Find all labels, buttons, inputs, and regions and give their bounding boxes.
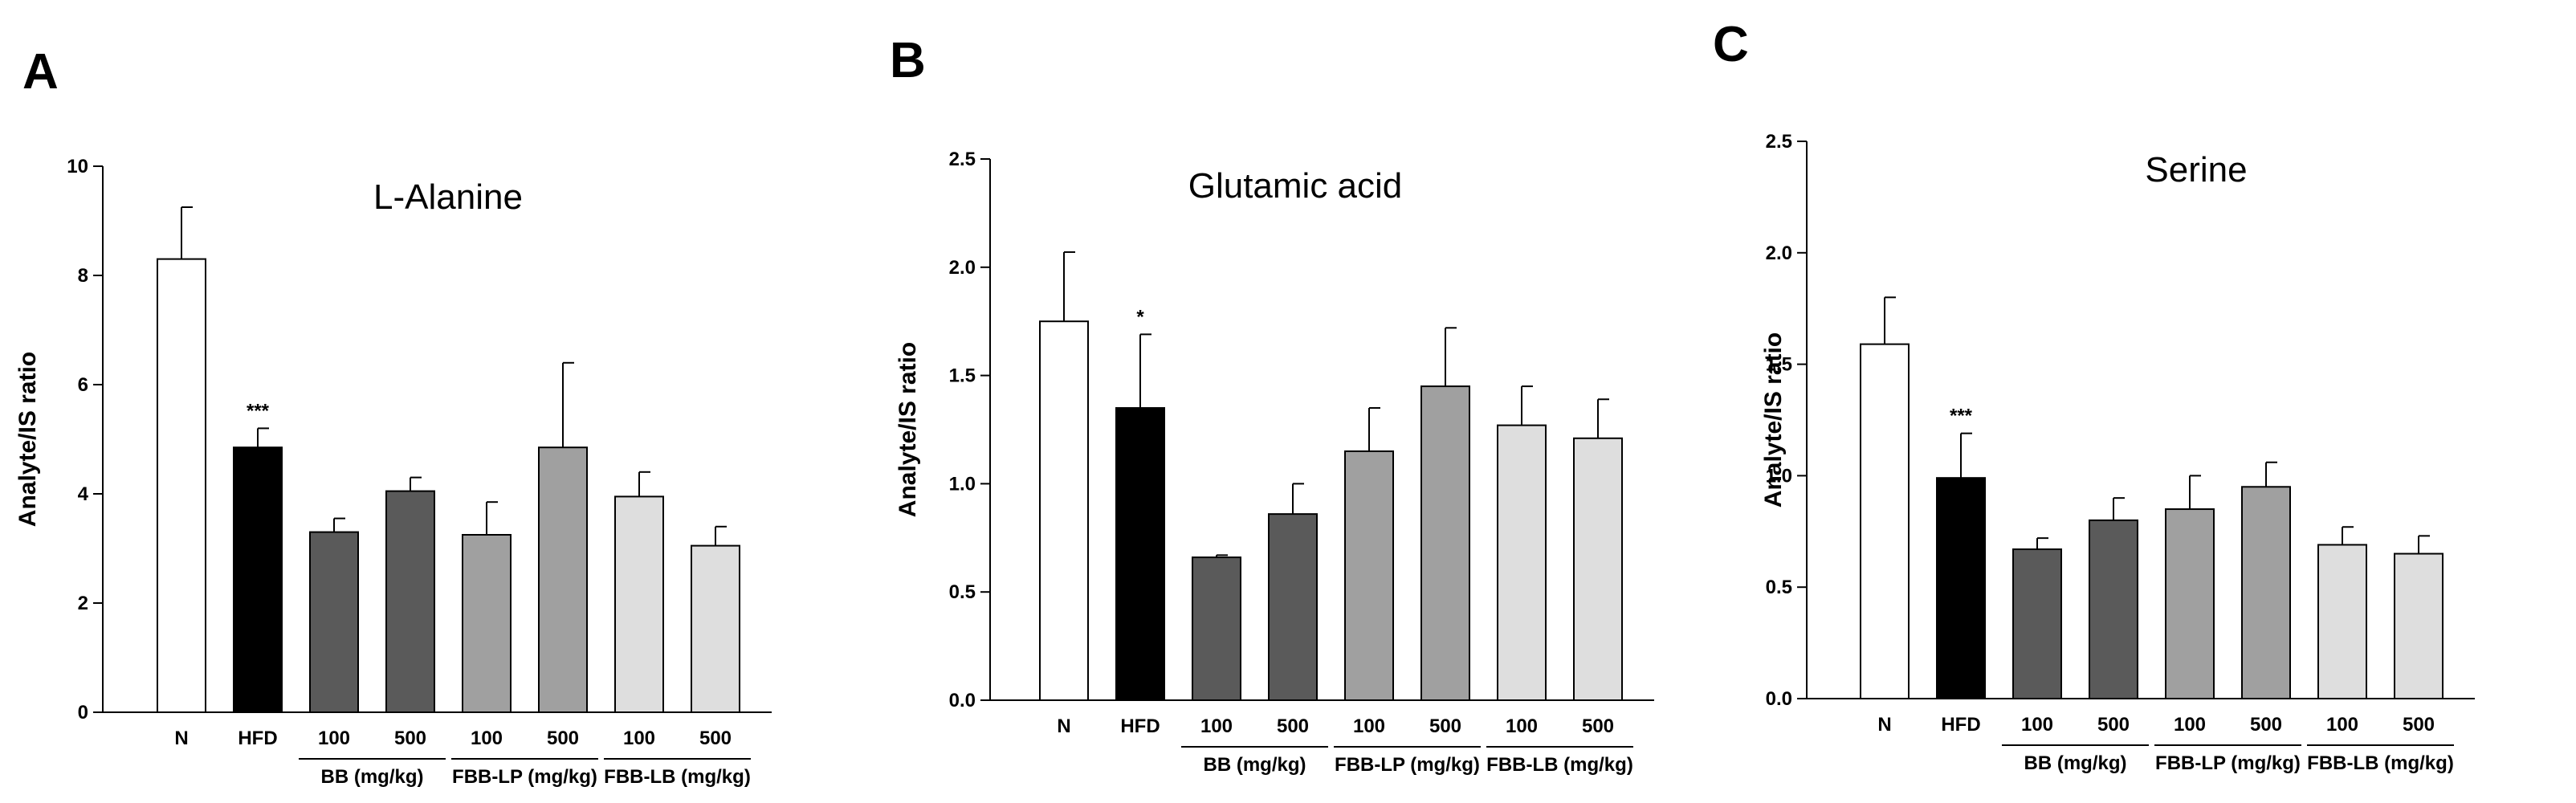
y-tick-label: 1.5 [1766, 354, 1792, 376]
significance-mark: * [1136, 306, 1144, 328]
bar [2089, 519, 2138, 699]
bar [1497, 424, 1547, 701]
y-tick-label: 0.0 [1766, 688, 1792, 710]
bar [2317, 544, 2367, 699]
y-tick-label: 0.0 [949, 690, 976, 711]
chart-title: Glutamic acid [1188, 166, 1403, 206]
x-tick-label: 100 [318, 728, 350, 749]
x-tick-label: 500 [2403, 714, 2435, 736]
panel-a: A L-Alanine Analyte/IS ratio 0 2 4 6 8 10 N *** HFD… [14, 44, 772, 788]
y-axis-label: Analyte/IS ratio [1760, 332, 1787, 507]
y-tick-label: 2.0 [1766, 243, 1792, 264]
y-tick-label: 6 [78, 374, 88, 396]
panel-letter: A [22, 44, 59, 100]
x-tick-label: 100 [1506, 715, 1538, 737]
bar [233, 446, 283, 713]
group-label: BB (mg/kg) [2024, 752, 2127, 774]
x-tick-label: 100 [2326, 714, 2358, 736]
x-tick-label: N [1877, 714, 1891, 736]
x-tick-label: 500 [394, 728, 426, 749]
group-label: FBB-LB (mg/kg) [1486, 754, 1633, 776]
x-tick-label: N [174, 728, 188, 749]
y-tick-label: 2.0 [949, 257, 976, 279]
group-label: FBB-LB (mg/kg) [2307, 752, 2454, 774]
x-tick-label: N [1057, 715, 1070, 737]
bar [2394, 552, 2444, 699]
significance-mark: *** [1950, 406, 1973, 427]
y-tick-label: 2.5 [949, 149, 976, 170]
y-tick-label: 1.0 [1766, 465, 1792, 487]
x-tick-label: HFD [1120, 715, 1160, 737]
x-tick-label: 500 [1429, 715, 1461, 737]
group-label: BB (mg/kg) [321, 766, 424, 788]
bar [1573, 437, 1623, 701]
x-tick-label: 100 [1200, 715, 1233, 737]
x-tick-label: 500 [2250, 714, 2282, 736]
y-tick-label: 10 [67, 156, 88, 177]
panel-letter: C [1713, 17, 1749, 72]
x-tick-label: 500 [2097, 714, 2130, 736]
bar [1039, 320, 1089, 701]
x-tick-label: HFD [1941, 714, 1980, 736]
y-tick-label: 2 [78, 593, 88, 614]
y-axis-label: Analyte/IS ratio [895, 342, 921, 517]
group-label: FBB-LB (mg/kg) [604, 766, 751, 788]
x-tick-label: 500 [547, 728, 579, 749]
x-tick-label: 500 [1582, 715, 1614, 737]
y-axis-label: Analyte/IS ratio [14, 352, 41, 527]
bar [1192, 556, 1241, 702]
bar [309, 531, 359, 713]
bar [1420, 385, 1470, 701]
bar [462, 534, 512, 713]
bar [614, 495, 664, 714]
x-tick-label: HFD [238, 728, 277, 749]
y-tick-label: 4 [78, 483, 89, 505]
panel-letter: B [890, 33, 926, 88]
chart-title: L-Alanine [373, 177, 523, 217]
significance-mark: *** [247, 400, 270, 422]
x-tick-label: 100 [2021, 714, 2053, 736]
x-tick-label: 500 [1277, 715, 1309, 737]
x-tick-label: 100 [623, 728, 655, 749]
x-tick-label: 100 [471, 728, 503, 749]
panel-b: B Glutamic acid Analyte/IS ratio 0.0 0.5 1.0 1… [890, 33, 1654, 776]
y-tick-label: 8 [78, 265, 88, 287]
bar [1268, 513, 1318, 701]
bar [691, 544, 740, 713]
bar [1344, 450, 1394, 702]
y-tick-label: 1.0 [949, 473, 976, 495]
bar [1860, 343, 1910, 699]
group-label: FBB-LP (mg/kg) [1335, 754, 1480, 776]
bar [385, 490, 435, 713]
bar [157, 258, 206, 714]
panel-c: C Serine Analyte/IS ratio 0.0 0.5 1.0 1.5 2.0 2.… [1713, 17, 2475, 774]
bar [2165, 508, 2215, 699]
x-tick-label: 100 [1353, 715, 1385, 737]
chart-title: Serine [2145, 150, 2247, 190]
bar [1936, 477, 1986, 700]
y-tick-label: 0.5 [1766, 577, 1792, 598]
y-tick-label: 2.5 [1766, 131, 1792, 153]
group-label: FBB-LP (mg/kg) [2155, 752, 2301, 774]
bar [538, 446, 588, 713]
y-tick-label: 0.5 [949, 581, 976, 603]
bar [2012, 548, 2062, 699]
y-tick-label: 0 [78, 702, 88, 724]
group-label: BB (mg/kg) [1204, 754, 1306, 776]
x-tick-label: 500 [699, 728, 732, 749]
bar [1115, 407, 1165, 701]
y-tick-label: 1.5 [949, 365, 976, 387]
group-label: FBB-LP (mg/kg) [452, 766, 597, 788]
x-tick-label: 100 [2174, 714, 2206, 736]
bar [2241, 486, 2291, 700]
